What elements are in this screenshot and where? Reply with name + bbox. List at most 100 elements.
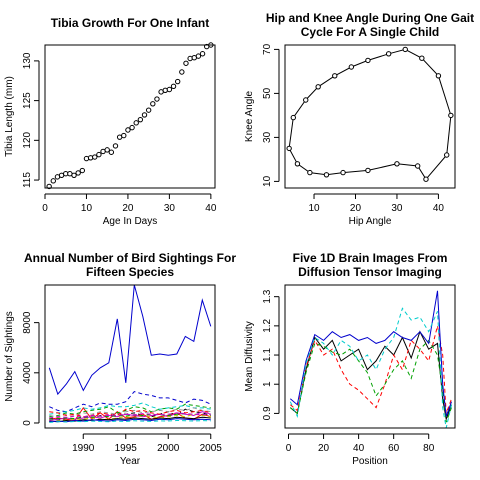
x-axis-label: Hip Angle	[349, 216, 392, 227]
y-tick-label: 120	[22, 132, 33, 149]
data-point	[133, 120, 139, 126]
y-tick-label: 8000	[22, 311, 33, 334]
y-tick-label: 0	[22, 420, 33, 426]
data-point	[199, 51, 206, 57]
plot-frame	[284, 284, 456, 429]
data-point	[394, 161, 400, 167]
series-line	[289, 307, 452, 429]
y-tick-label: 30	[262, 131, 273, 143]
chart-title: Cycle For A Single Child	[301, 25, 439, 39]
data-point	[83, 155, 90, 162]
y-tick-label: 10	[262, 175, 273, 187]
data-point	[435, 73, 442, 79]
y-axis-label: Tibia Length (mm)	[4, 76, 15, 157]
x-tick-label: 10	[308, 203, 320, 214]
series-line	[49, 403, 211, 418]
data-point	[50, 178, 56, 184]
data-point	[402, 46, 408, 53]
x-tick-label: 0	[286, 443, 292, 454]
x-tick-label: 10	[81, 203, 93, 214]
data-point	[187, 55, 193, 62]
x-axis-label: Year	[120, 456, 141, 467]
data-point	[79, 167, 86, 174]
x-tick-label: 20	[318, 443, 330, 454]
series-line	[49, 418, 211, 423]
x-tick-label: 20	[350, 203, 362, 214]
data-point	[332, 73, 338, 79]
data-point	[423, 176, 429, 182]
data-point	[174, 78, 181, 85]
y-tick-label: 4000	[22, 361, 33, 384]
data-point	[444, 152, 450, 158]
y-tick-label: 0.9	[262, 406, 273, 420]
data-point	[385, 51, 392, 57]
data-point	[307, 169, 313, 176]
series-line	[49, 391, 212, 413]
data-point	[419, 55, 425, 61]
y-tick-label: 1	[262, 381, 273, 387]
series-line	[48, 284, 212, 396]
x-tick-label: 40	[205, 203, 217, 214]
y-tick-label: 1.3	[262, 289, 273, 303]
data-point	[166, 86, 173, 93]
y-tick-label: 130	[22, 52, 33, 69]
data-point	[154, 96, 160, 102]
data-point	[303, 97, 309, 103]
data-point	[448, 112, 454, 119]
data-point	[170, 83, 177, 90]
data-point	[75, 170, 81, 176]
data-point	[365, 57, 371, 64]
data-point	[195, 53, 202, 59]
y-tick-label: 1.1	[262, 348, 273, 362]
panel-birds: Annual Number of Bird Sightings ForFifte…	[4, 251, 236, 467]
plot-frame	[44, 44, 216, 189]
data-point	[137, 116, 144, 123]
data-point	[104, 147, 110, 153]
x-tick-label: 1990	[72, 443, 95, 454]
chart-title: Annual Number of Bird Sightings For	[24, 251, 236, 265]
x-axis: 0 10 20 30 40	[42, 193, 217, 214]
x-axis: 1990 1995 2000 2005	[72, 433, 223, 454]
x-tick-label: 1995	[115, 443, 138, 454]
data-point	[108, 149, 115, 155]
data-point	[162, 87, 168, 93]
data-point	[179, 69, 185, 75]
data-point	[294, 161, 301, 167]
chart-title: Five 1D Brain Images From	[293, 251, 448, 265]
series-line	[289, 339, 452, 423]
series-line	[289, 330, 452, 422]
data-point	[145, 107, 152, 113]
x-axis-label: Age In Days	[103, 216, 157, 227]
y-axis-label: Number of Sightings	[4, 311, 15, 402]
data-point	[323, 172, 330, 178]
chart-title: Tibia Growth For One Infant	[51, 16, 209, 30]
series-line	[289, 325, 452, 414]
series-line	[289, 290, 452, 417]
y-tick-label: 50	[262, 87, 273, 99]
series-line	[49, 408, 211, 418]
panel-tibia: Tibia Growth For One Infant 0 10 20 30 40 Age …	[4, 16, 217, 227]
data-point	[112, 143, 119, 149]
chart-title: Hip and Knee Angle During One Gait	[266, 11, 474, 25]
data-point	[141, 112, 148, 118]
x-tick-label: 30	[164, 203, 176, 214]
y-axis: 0.9 1 1.1 1.2 1.3	[262, 289, 280, 420]
data-point	[315, 84, 321, 90]
data-point	[125, 127, 131, 133]
data-point	[92, 154, 98, 160]
plot-frame	[44, 284, 216, 429]
y-axis: 0 4000 8000	[22, 311, 40, 426]
data-point	[121, 132, 127, 139]
data-point	[365, 167, 371, 174]
x-tick-label: 2005	[200, 443, 223, 454]
data-point	[87, 155, 94, 161]
x-tick-label: 0	[42, 203, 48, 214]
y-axis-label: Mean Diffusivity	[244, 321, 255, 391]
x-axis: 10 20 30 40	[308, 193, 445, 214]
series-line	[288, 48, 452, 180]
data-point	[286, 145, 292, 152]
x-tick-label: 40	[433, 203, 445, 214]
y-axis-label: Knee Angle	[244, 90, 255, 142]
